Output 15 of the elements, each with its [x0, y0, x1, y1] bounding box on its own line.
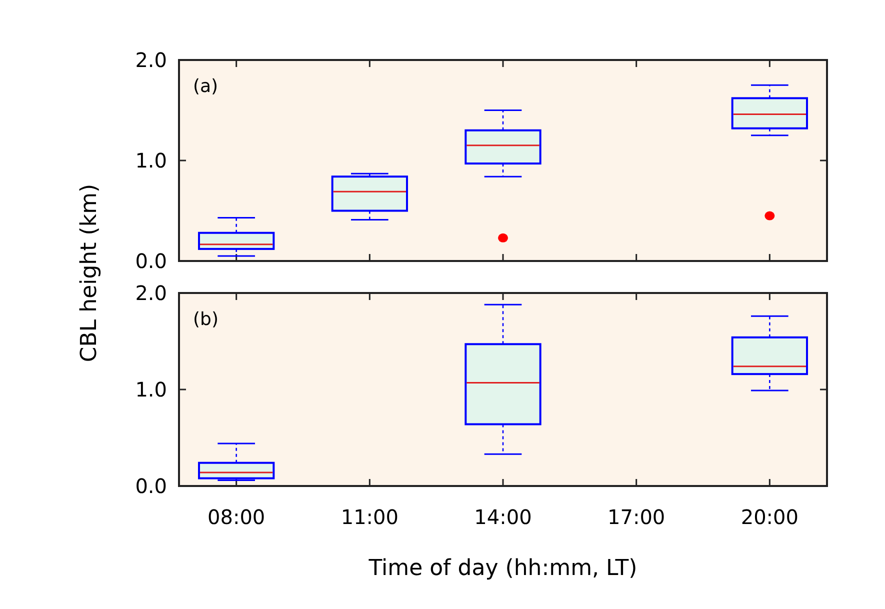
x-tick-label: 20:00 — [740, 505, 798, 529]
y-tick-label: 2.0 — [135, 281, 167, 305]
annotation: (b) — [193, 309, 218, 330]
x-tick-label: 11:00 — [340, 505, 398, 529]
x-axis-title: Time of day (hh:mm, LT) — [368, 556, 638, 581]
annotation: (a) — [193, 76, 218, 97]
x-tick-label: 14:00 — [474, 505, 532, 529]
y-tick-label: 1.0 — [135, 378, 167, 402]
y-tick-label: 0.0 — [135, 249, 167, 273]
y-tick-label: 2.0 — [135, 48, 167, 72]
y-tick-label: 0.0 — [135, 474, 167, 498]
y-tick-label: 1.0 — [135, 148, 167, 172]
y-axis-title: CBL height (km) — [77, 184, 102, 362]
x-tick-label: 17:00 — [608, 505, 666, 529]
x-tick-label: 08:00 — [208, 505, 266, 529]
